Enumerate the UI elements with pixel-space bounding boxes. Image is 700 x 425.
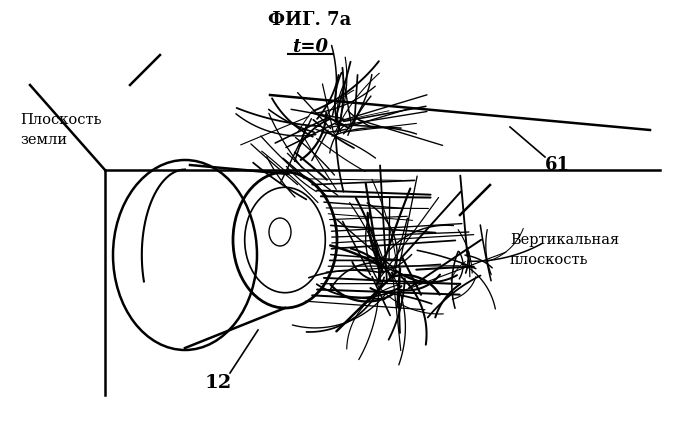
- Text: t=0: t=0: [292, 38, 328, 56]
- Text: 61: 61: [545, 156, 570, 174]
- Text: Вертикальная
плоскость: Вертикальная плоскость: [510, 233, 619, 267]
- Text: ФИГ. 7а: ФИГ. 7а: [268, 11, 351, 29]
- Text: 12: 12: [204, 374, 232, 392]
- Text: Плоскость
земли: Плоскость земли: [20, 113, 101, 147]
